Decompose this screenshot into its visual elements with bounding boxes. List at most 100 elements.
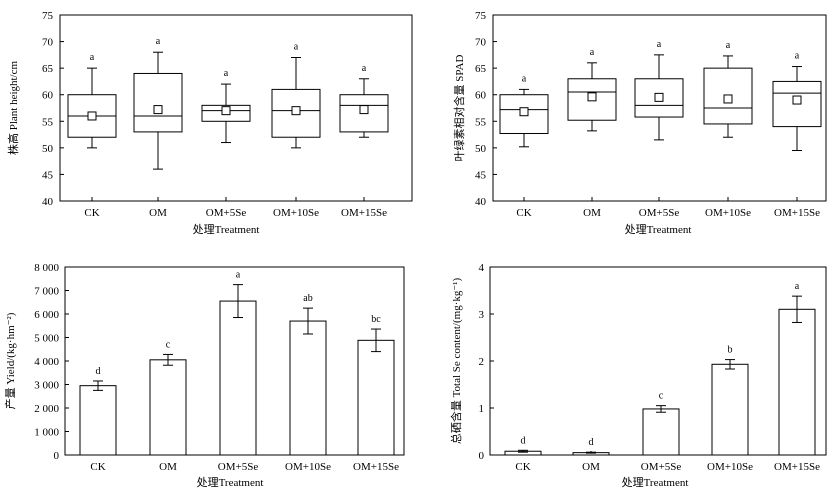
bar [642, 408, 680, 456]
y-tick-label: 75 [42, 10, 54, 22]
bar [219, 300, 257, 456]
y-tick-label: 1 [479, 403, 485, 415]
x-tick-label: OM [583, 207, 601, 219]
bar [289, 320, 327, 456]
y-tick-label: 55 [42, 116, 54, 128]
x-tick-label: OM+15Se [774, 207, 820, 219]
x-tick-label: OM+5Se [639, 207, 680, 219]
significance-label: a [294, 42, 299, 53]
y-tick-label: 60 [475, 90, 487, 102]
x-tick-label: OM+10Se [707, 461, 753, 473]
x-tick-label: OM+10Se [285, 461, 331, 473]
x-axis-title: 处理Treatment [625, 223, 692, 236]
x-tick-label: OM+10Se [705, 207, 751, 219]
y-tick-label: 70 [42, 37, 54, 49]
x-tick-label: OM+15Se [341, 207, 387, 219]
x-tick-label: OM+5Se [641, 461, 682, 473]
significance-label: c [166, 339, 171, 350]
x-tick-label: OM [159, 461, 177, 473]
y-tick-label: 75 [475, 10, 487, 22]
x-axis-title: 处理Treatment [622, 476, 689, 489]
y-tick-label: 50 [42, 143, 54, 155]
box-OM+10Se: a [703, 40, 753, 138]
mean-marker [792, 95, 802, 105]
bar [79, 385, 117, 456]
significance-label: a [236, 270, 241, 281]
mean-marker [221, 106, 231, 116]
y-axis-title: 产量 Yield/(kg·hm⁻²) [3, 312, 17, 409]
y-tick-label: 50 [475, 143, 487, 155]
box-OM+15Se: a [339, 63, 389, 138]
mean-marker [359, 105, 369, 115]
y-tick-label: 8 000 [34, 262, 59, 274]
box-OM+5Se: a [634, 39, 684, 141]
y-tick-label: 40 [475, 196, 487, 208]
y-tick-label: 7 000 [34, 286, 59, 298]
significance-label: d [589, 437, 594, 448]
significance-label: a [657, 39, 662, 50]
box-OM+5Se: a [201, 68, 251, 144]
bar-OM+5Se: a [219, 270, 257, 456]
plot-frame [59, 14, 413, 202]
x-tick-label: OM+5Se [218, 461, 259, 473]
bar-OM+15Se: bc [357, 314, 395, 456]
bar-OM+15Se: a [778, 281, 816, 456]
mean-marker [654, 92, 664, 102]
spad-boxplot: 40 45 50 55 60 65 70 75 CK OM OM+5Se OM+10Se OM+15Se… [452, 10, 827, 236]
y-tick-label: 65 [42, 63, 54, 75]
bar [778, 308, 816, 456]
significance-label: a [522, 73, 527, 84]
box-OM: a [567, 47, 617, 132]
x-tick-label: OM+5Se [206, 207, 247, 219]
x-tick-label: OM [149, 207, 167, 219]
mean-marker [153, 105, 163, 115]
box-CK: a [499, 73, 549, 148]
box-OM+10Se: a [271, 42, 321, 149]
y-tick-label: 60 [42, 90, 54, 102]
significance-label: ab [303, 293, 312, 304]
x-tick-label: OM+10Se [273, 207, 319, 219]
significance-label: a [156, 36, 161, 47]
significance-label: a [224, 68, 229, 79]
box-OM+15Se: a [772, 51, 822, 152]
mean-marker [87, 111, 97, 121]
significance-label: c [659, 391, 664, 402]
y-tick-label: 2 000 [34, 403, 59, 415]
plant-height-boxplot: 40 45 50 55 60 65 70 75 CK OM OM+5Se OM+10Se OM+15Se… [6, 10, 413, 236]
yield-bar-chart: 0 1 000 2 000 3 000 4 000 5 000 6 000 7 000 8 00… [3, 262, 405, 489]
mean-marker [519, 107, 529, 117]
y-tick-label: 4 [479, 262, 485, 274]
significance-label: a [795, 281, 800, 292]
significance-label: a [726, 40, 731, 51]
y-tick-label: 3 000 [34, 380, 59, 392]
y-axis-title: 总硒含量 Total Se content/(mg·kg⁻¹) [449, 278, 463, 445]
y-tick-label: 0 [479, 450, 485, 462]
y-tick-label: 3 [479, 309, 485, 321]
bar [357, 339, 395, 456]
x-tick-label: OM [582, 461, 600, 473]
x-axis-title: 处理Treatment [197, 476, 264, 489]
x-tick-label: OM+15Se [774, 461, 820, 473]
y-tick-label: 0 [54, 450, 60, 462]
y-tick-label: 6 000 [34, 309, 59, 321]
y-axis-title: 株高 Plant height/cm [6, 61, 20, 156]
x-tick-label: CK [90, 461, 105, 473]
significance-label: a [795, 51, 800, 62]
significance-label: a [90, 52, 95, 63]
bar-CK: d [504, 435, 542, 456]
x-tick-label: CK [516, 207, 531, 219]
significance-label: a [590, 47, 595, 58]
x-axis-title: 处理Treatment [193, 223, 260, 236]
y-tick-label: 45 [475, 169, 487, 181]
bar-OM: c [149, 339, 187, 456]
bar-CK: d [79, 366, 117, 456]
y-tick-label: 45 [42, 169, 54, 181]
bar-OM: d [572, 437, 610, 456]
y-tick-label: 55 [475, 116, 487, 128]
bar-OM+10Se: b [711, 345, 749, 456]
y-tick-label: 2 [479, 356, 485, 368]
significance-label: a [362, 63, 367, 74]
bar [149, 359, 187, 456]
y-axis-title: 叶绿素相对含量 SPAD [452, 55, 466, 162]
